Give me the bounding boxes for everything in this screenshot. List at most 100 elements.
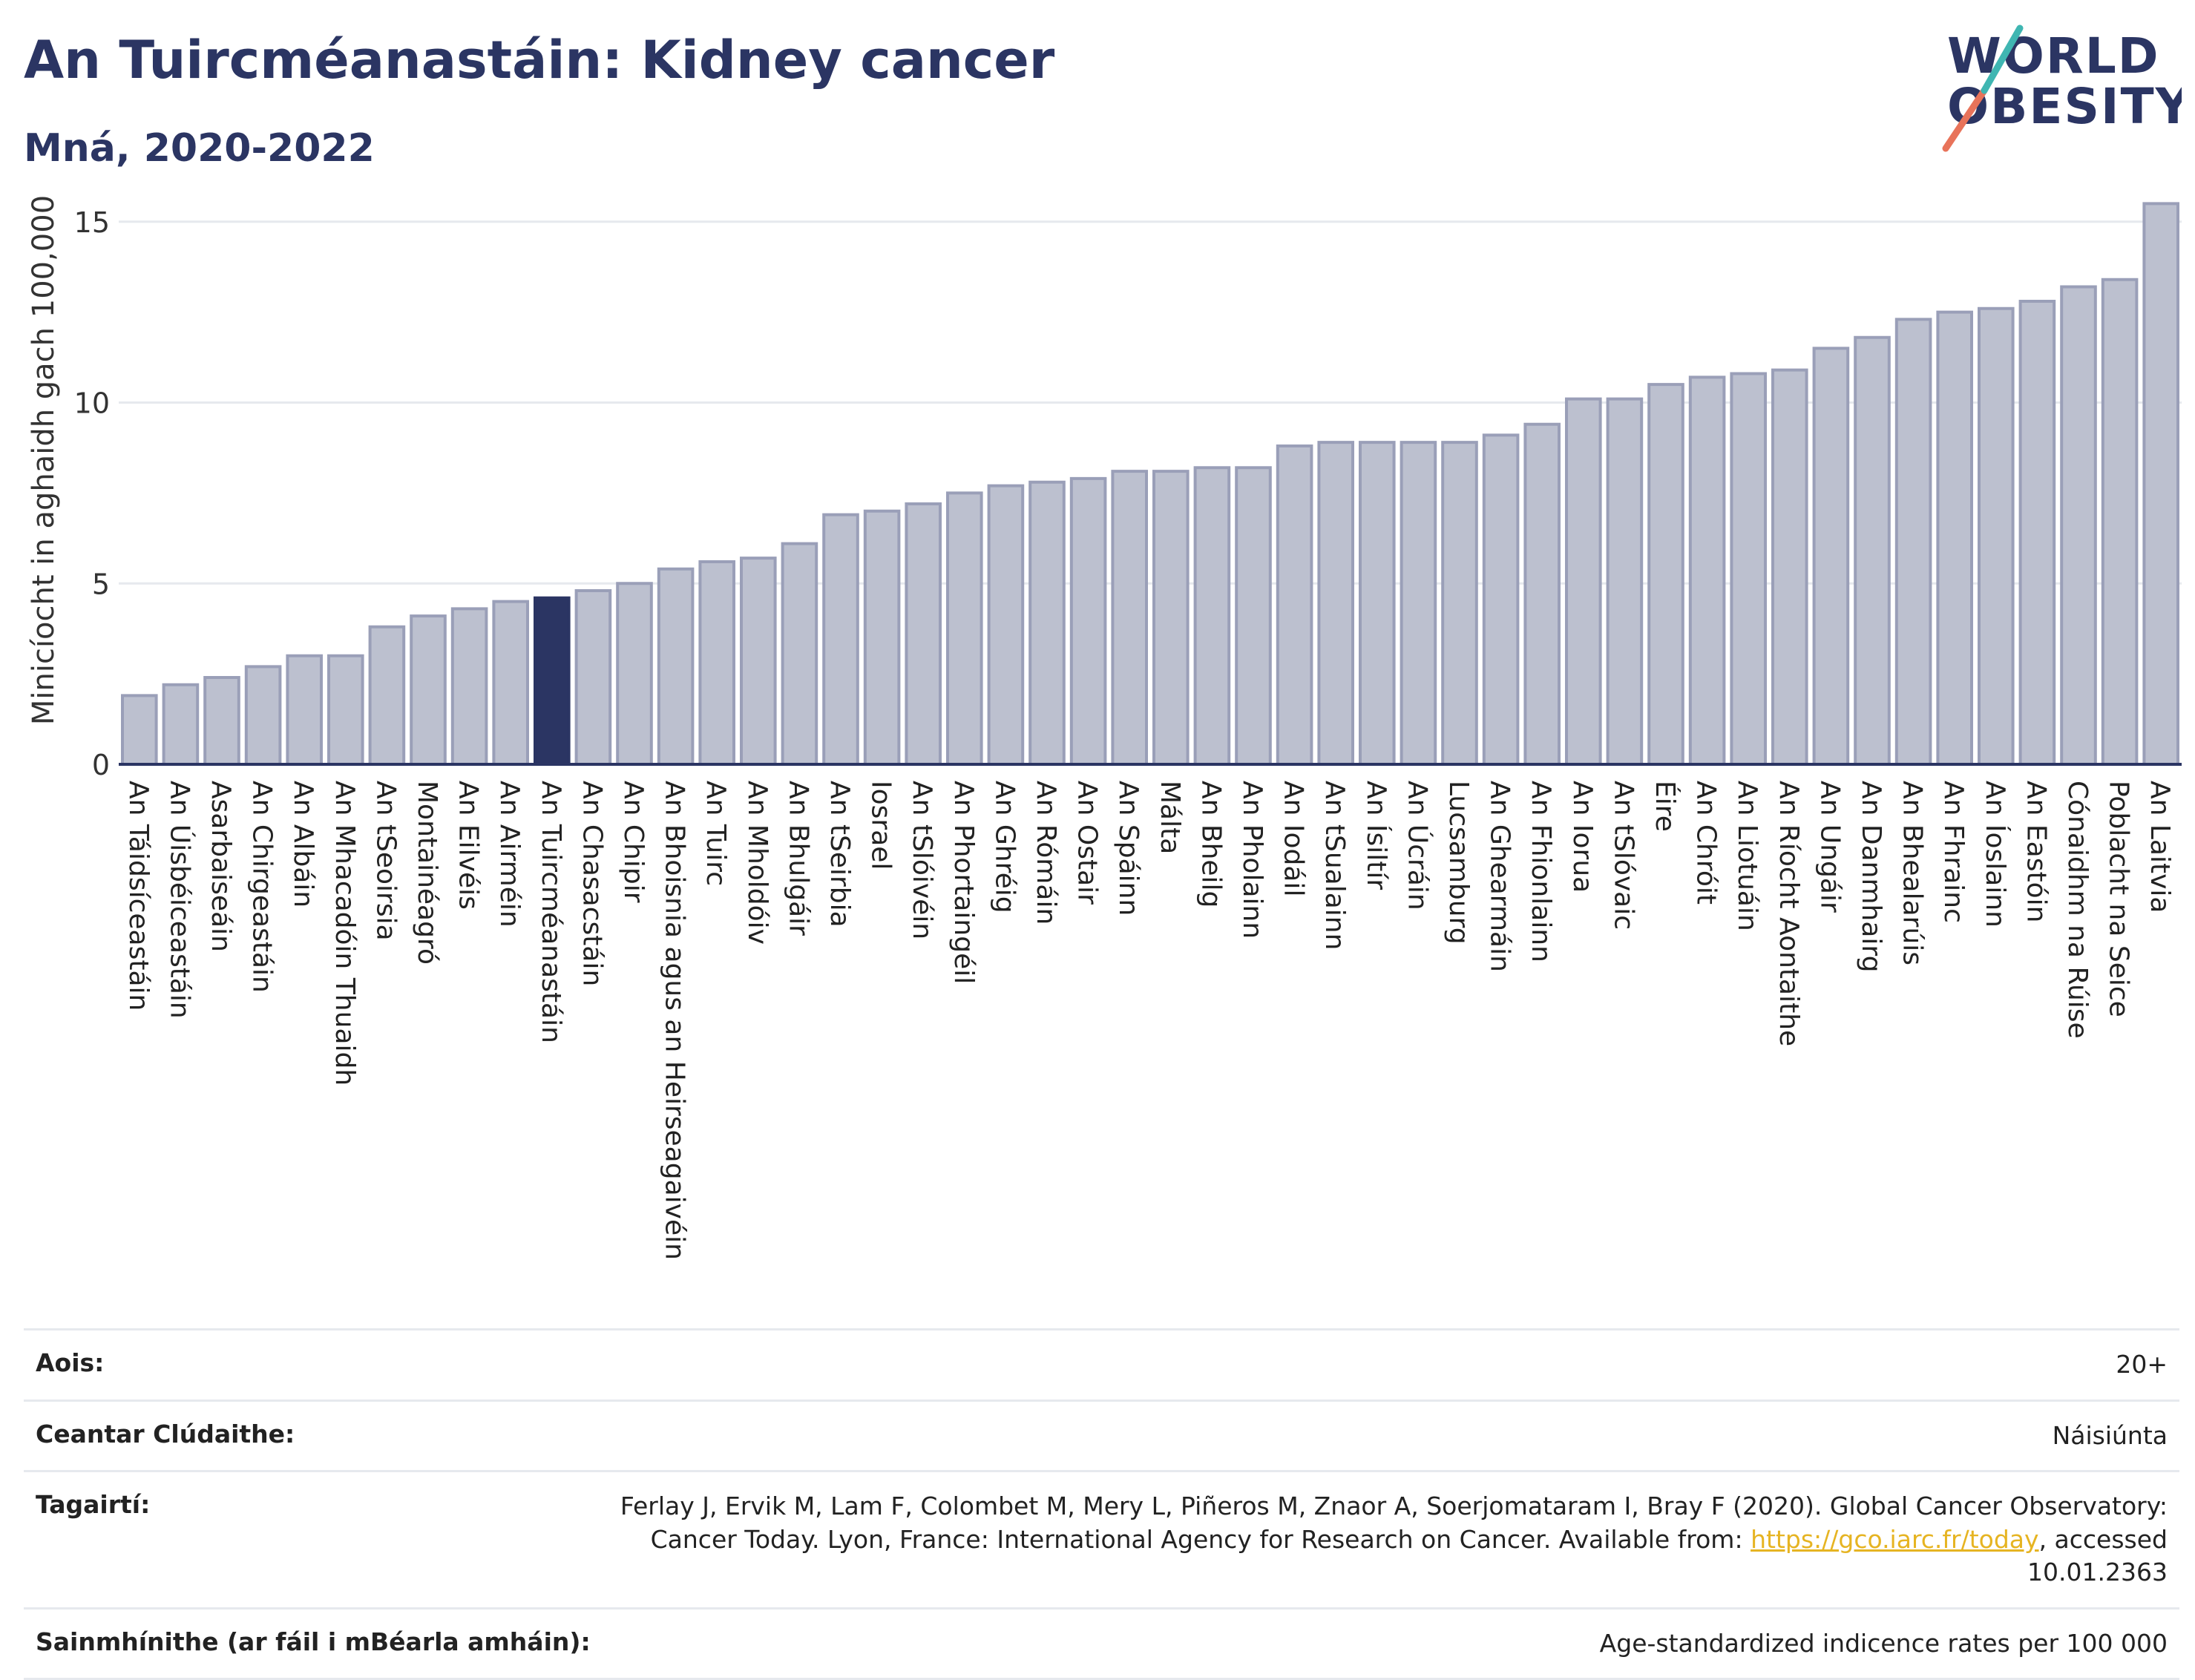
x-tick-label: An Eilvéis [453, 781, 484, 910]
bar [1152, 470, 1190, 766]
bar [2018, 300, 2056, 766]
x-tick-label: An Ghréig [989, 781, 1020, 913]
x-tick-label: An Ungáir [1814, 781, 1845, 913]
x-tick-label: An Laitvia [2145, 781, 2175, 913]
x-tick-label: An tSlóivéin [907, 781, 937, 939]
references-accessed: , accessed 10.01.2363 [2027, 1524, 2168, 1587]
page-subtitle: Mná, 2020-2022 [24, 126, 375, 171]
references-link[interactable]: https://gco.iarc.fr/today [1751, 1524, 2039, 1554]
bar [1482, 433, 1520, 766]
bar [1978, 306, 2015, 766]
bar [1069, 476, 1107, 766]
bar [1193, 466, 1231, 766]
bar [698, 560, 735, 766]
bar [1606, 397, 1644, 766]
bar [2142, 202, 2179, 766]
bar [450, 607, 488, 766]
x-tick-label: An tSualainn [1319, 781, 1350, 950]
bar [657, 567, 695, 766]
x-tick-label: Málta [1155, 781, 1185, 854]
bar [574, 589, 612, 766]
x-tick-label: An Tuirc [701, 781, 731, 886]
logo-slash-red [1942, 87, 1988, 152]
bar [1276, 444, 1313, 766]
x-tick-label: An Fhionlainn [1526, 781, 1556, 962]
x-tick-label: An Mhacadóin Thuaidh [329, 781, 360, 1086]
page-title: An Tuircméanastáin: Kidney cancer [24, 30, 1055, 91]
x-tick-label: Iosrael [866, 781, 896, 870]
x-tick-label: An Iorua [1567, 781, 1598, 893]
bar [244, 665, 282, 766]
bar [1771, 368, 1808, 766]
bar [1812, 347, 1850, 766]
bar [327, 654, 364, 766]
bar [987, 484, 1025, 766]
x-tick-label: An Pholainn [1237, 781, 1267, 939]
bar [1235, 466, 1272, 766]
bar [492, 600, 529, 766]
bar [1111, 470, 1148, 766]
x-tick-label: An tSlóvaic [1608, 781, 1638, 930]
bar [946, 491, 983, 766]
bar [1565, 397, 1602, 766]
bar [1317, 441, 1354, 766]
bar [1441, 441, 1478, 766]
x-tick-label: An Bhealarúis [1897, 781, 1928, 965]
x-tick-label: An Ísiltír [1361, 781, 1392, 890]
x-tick-label: Éire [1650, 781, 1681, 832]
x-tick-label: An Chasacstáin [577, 781, 607, 986]
x-tick-label: An Eastóin [2021, 781, 2051, 922]
x-tick-label: An Liotuáin [1732, 781, 1762, 931]
bar [368, 625, 406, 766]
bar [121, 694, 158, 766]
bar [822, 513, 859, 766]
bar [863, 509, 901, 766]
bar-chart: 0 5 10 15 Minicíocht in aghaidh gach 100,000… [27, 195, 2182, 1260]
references-label: Tagairtí: [36, 1490, 151, 1520]
x-tick-label: Poblacht na Seice [2104, 781, 2134, 1017]
bar [1400, 441, 1437, 766]
y-tick-label: 0 [92, 749, 110, 781]
bar [905, 502, 942, 766]
bar [2060, 285, 2097, 766]
age-value: 20+ [2116, 1350, 2168, 1379]
definitions-value: Age-standardized indicence rates per 100… [1599, 1628, 2168, 1658]
bar [1730, 372, 1767, 766]
x-tick-label: An Íoslainn [1980, 781, 2011, 928]
x-tick-label: An Bhulgáir [783, 781, 813, 936]
x-tick-label: Asarbaiseáin [206, 781, 236, 952]
bar [410, 614, 447, 766]
x-tick-label: Lucsamburg [1443, 781, 1474, 945]
bar [1523, 422, 1561, 766]
x-tick-label: An Chirgeastáin [247, 781, 278, 993]
world-obesity-logo: WORLD OBESITY [1942, 24, 2182, 152]
metadata-table: Aois: 20+ Ceantar Clúdaithe: Náisiúnta T… [24, 1328, 2179, 1680]
x-tick-label: An Danmhairg [1856, 781, 1886, 972]
bar [1854, 335, 1891, 766]
x-tick-label: An Úcráin [1402, 781, 1433, 910]
logo-text-world: WORLD [1947, 27, 2160, 85]
meta-row-references: Tagairtí: Ferlay J, Ervik M, Lam F, Colo… [24, 1470, 2179, 1607]
meta-row-definitions: Sainmhínithe (ar fáil i mBéarla amháin):… [24, 1607, 2179, 1680]
bar [203, 676, 240, 766]
x-tick-label: An Albáin [288, 781, 318, 908]
references-value: Ferlay J, Ervik M, Lam F, Colombet M, Me… [535, 1490, 2168, 1589]
x-tick-label: An Úisbéiceastáin [164, 781, 195, 1019]
x-tick-label: An Ghearmáin [1485, 781, 1515, 972]
x-tick-label: An Phortaingéil [948, 781, 979, 984]
bar [616, 582, 653, 766]
bar [1688, 375, 1726, 766]
definitions-label: Sainmhínithe (ar fáil i mBéarla amháin): [36, 1627, 591, 1656]
x-tick-label: An tSeirbia [824, 781, 855, 928]
x-tick-label: An Spáinn [1113, 781, 1144, 916]
x-tick-label: An Ríocht Aontaithe [1774, 781, 1804, 1046]
x-tick-label: An Airméin [494, 781, 525, 928]
x-tick-label: An Táidsíceastáin [123, 781, 154, 1011]
area-label: Ceantar Clúdaithe: [36, 1419, 295, 1448]
x-tick-label: An Mholdóiv [742, 781, 772, 945]
y-axis-label: Minicíocht in aghaidh gach 100,000 [27, 195, 61, 725]
x-tick-label: An Chróit [1691, 781, 1722, 905]
x-tick-label: An Iodáil [1279, 781, 1309, 896]
logo-slash-teal [1981, 24, 2024, 94]
bar [534, 596, 571, 766]
